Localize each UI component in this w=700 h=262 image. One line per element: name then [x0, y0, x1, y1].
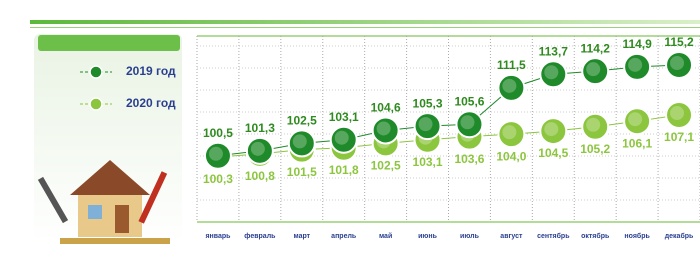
data-point-shine — [419, 117, 433, 131]
chart: январь февраль март апрель май июнь июль август… — [0, 0, 700, 262]
data-point-shine — [544, 122, 558, 136]
x-tick-label: февраль — [244, 233, 276, 240]
data-point-shine — [586, 62, 600, 76]
data-point-shine — [670, 106, 684, 120]
value-label: 102,5 — [371, 159, 401, 173]
value-label: 107,1 — [664, 130, 694, 144]
data-point-shine — [502, 79, 516, 93]
data-point-shine — [460, 115, 474, 129]
value-label: 100,8 — [245, 169, 275, 183]
value-label: 101,8 — [329, 163, 359, 177]
x-tick-label: апрель — [331, 233, 357, 240]
value-label: 105,2 — [580, 142, 610, 156]
value-label: 111,5 — [497, 58, 526, 72]
x-tick-label: август — [500, 233, 523, 240]
legend-label: 2020 год — [126, 96, 176, 110]
value-label: 106,1 — [622, 136, 652, 150]
data-point-shine — [209, 147, 223, 161]
x-tick-label: март — [293, 233, 310, 240]
value-label: 105,6 — [454, 94, 484, 108]
value-label: 102,5 — [287, 114, 317, 128]
value-label: 103,6 — [454, 152, 484, 166]
value-label: 114,2 — [581, 41, 611, 55]
data-point-shine — [251, 142, 265, 156]
x-tick-label: декабрь — [665, 232, 694, 240]
value-label: 115,2 — [664, 35, 694, 49]
value-label: 103,1 — [413, 155, 443, 169]
value-label: 100,5 — [203, 126, 233, 140]
x-tick-label: октябрь — [581, 232, 610, 240]
value-label: 100,3 — [203, 172, 233, 186]
data-point-shine — [502, 125, 516, 139]
legend-marker — [90, 66, 102, 78]
x-tick-label: сентябрь — [537, 232, 570, 240]
data-point-shine — [670, 56, 684, 70]
value-label: 103,1 — [329, 110, 359, 124]
data-point-shine — [335, 131, 349, 145]
value-label: 104,5 — [538, 146, 568, 160]
data-point-shine — [586, 118, 600, 132]
header-bar — [30, 20, 700, 24]
x-tick-label: ноябрь — [624, 232, 650, 240]
x-tick-label: июль — [460, 233, 480, 240]
data-point-shine — [628, 112, 642, 126]
data-point-shine — [628, 58, 642, 72]
x-tick-label: май — [379, 232, 392, 240]
data-point-shine — [544, 65, 558, 79]
value-label: 113,7 — [539, 44, 569, 58]
x-tick-label: январь — [205, 233, 231, 240]
legend-cap — [38, 35, 180, 51]
value-label: 104,6 — [371, 101, 401, 115]
data-point-shine — [377, 121, 391, 135]
header-line — [30, 27, 700, 28]
legend-label: 2019 год — [126, 64, 176, 78]
value-label: 101,3 — [245, 121, 275, 135]
data-point-shine — [293, 134, 307, 148]
value-label: 114,9 — [622, 37, 652, 51]
x-tick-label: июнь — [418, 233, 438, 240]
value-label: 101,5 — [287, 165, 317, 179]
value-label: 104,0 — [496, 149, 526, 163]
legend-marker — [90, 98, 102, 110]
value-label: 105,3 — [413, 96, 443, 110]
